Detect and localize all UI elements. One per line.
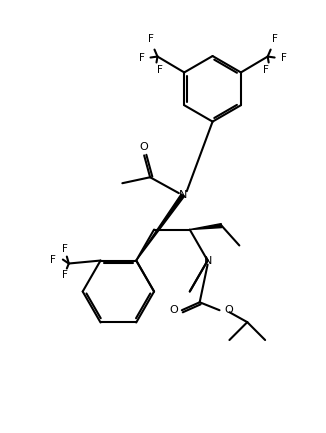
Text: N: N: [179, 190, 187, 200]
Text: F: F: [263, 65, 269, 75]
Text: F: F: [62, 244, 68, 254]
Text: F: F: [50, 255, 56, 265]
Polygon shape: [136, 194, 185, 261]
Text: N: N: [203, 255, 212, 265]
Text: O: O: [140, 142, 149, 152]
Text: F: F: [156, 65, 162, 75]
Text: F: F: [148, 34, 154, 44]
Text: F: F: [139, 52, 144, 62]
Text: F: F: [272, 34, 277, 44]
Text: F: F: [281, 52, 287, 62]
Text: O: O: [170, 305, 178, 315]
Text: O: O: [225, 305, 233, 315]
Polygon shape: [190, 223, 222, 229]
Text: F: F: [62, 271, 68, 281]
